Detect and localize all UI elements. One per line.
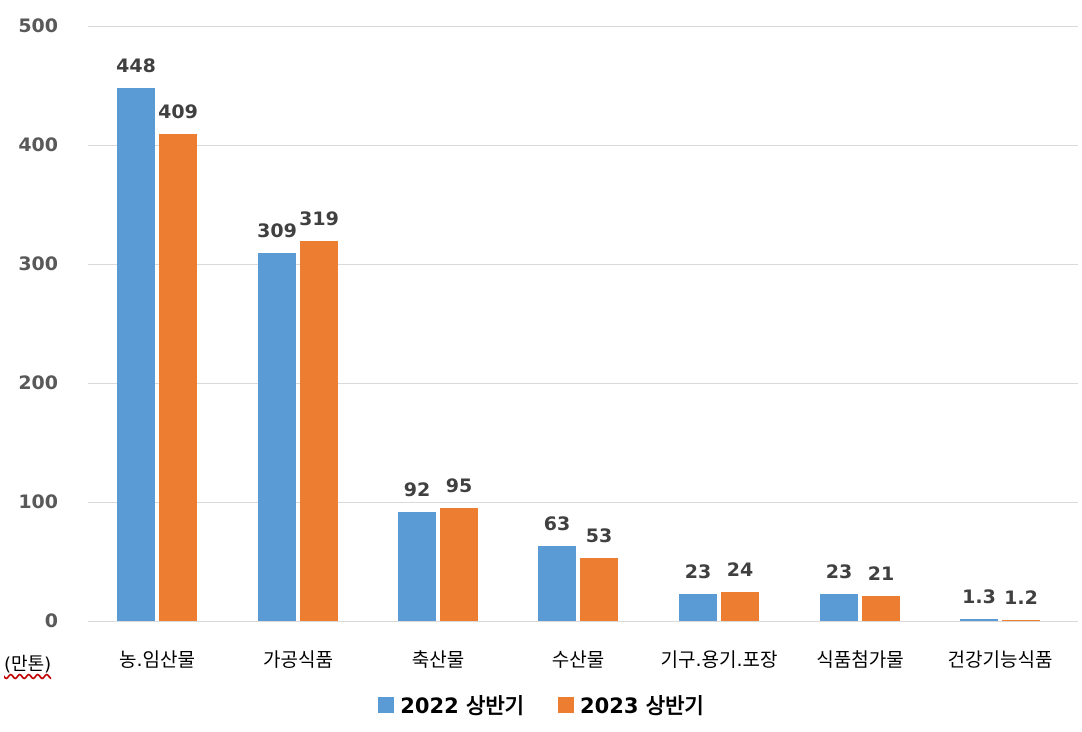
bar bbox=[159, 134, 197, 621]
y-tick-label: 100 bbox=[18, 491, 58, 513]
bar bbox=[538, 546, 576, 621]
data-label: 409 bbox=[158, 101, 198, 124]
bar bbox=[580, 557, 618, 621]
bar bbox=[721, 592, 759, 621]
legend-label: 2023 상반기 bbox=[580, 694, 704, 718]
data-label: 24 bbox=[726, 559, 754, 582]
data-label: 319 bbox=[299, 208, 339, 231]
data-label: 448 bbox=[116, 54, 156, 77]
x-category-label: 건강기능식품 bbox=[947, 649, 1053, 671]
gridline bbox=[88, 145, 1078, 146]
data-label: 53 bbox=[585, 524, 613, 547]
bar bbox=[960, 619, 998, 621]
data-label: 1.2 bbox=[1004, 586, 1038, 609]
x-category-label: 수산물 bbox=[551, 649, 605, 671]
bar bbox=[258, 253, 296, 621]
gridline bbox=[88, 26, 1078, 27]
data-label: 1.3 bbox=[962, 586, 996, 609]
legend-item-2023: 2023 상반기 bbox=[558, 690, 704, 720]
data-label: 95 bbox=[445, 474, 473, 497]
x-category-label: 농.임산물 bbox=[119, 649, 195, 671]
data-label: 23 bbox=[684, 560, 712, 583]
bar bbox=[300, 241, 338, 621]
legend-item-2022: 2022 상반기 bbox=[378, 690, 524, 720]
bar bbox=[679, 593, 717, 621]
data-label: 63 bbox=[543, 513, 571, 536]
legend-swatch-blue-icon bbox=[378, 697, 395, 713]
gridline bbox=[88, 621, 1078, 622]
bar bbox=[820, 593, 858, 621]
y-tick-label: 400 bbox=[18, 134, 58, 156]
legend-swatch-orange-icon bbox=[558, 697, 574, 713]
gridline bbox=[88, 264, 1078, 265]
y-tick-label: 200 bbox=[18, 372, 58, 394]
y-tick-label: 500 bbox=[18, 15, 58, 37]
unit-label: (만톤) bbox=[4, 654, 52, 675]
x-category-label: 축산물 bbox=[411, 649, 465, 671]
x-category-label: 가공식품 bbox=[263, 649, 333, 671]
y-tick-label: 0 bbox=[44, 610, 58, 632]
data-label: 23 bbox=[825, 560, 853, 583]
bar bbox=[117, 87, 155, 621]
bar bbox=[1002, 619, 1040, 621]
y-tick-label: 300 bbox=[18, 253, 58, 275]
bar bbox=[398, 511, 436, 621]
gridline bbox=[88, 383, 1078, 384]
data-label: 21 bbox=[867, 563, 895, 585]
gridline bbox=[88, 502, 1078, 503]
x-category-label: 기구.용기.포장 bbox=[660, 649, 778, 671]
legend-label: 2022 상반기 bbox=[400, 694, 524, 718]
bar bbox=[862, 596, 900, 621]
data-label: 309 bbox=[257, 220, 297, 243]
x-category-label: 식품첨가물 bbox=[816, 649, 904, 671]
data-label: 92 bbox=[403, 478, 431, 501]
bar bbox=[440, 507, 478, 621]
legend: 2022 상반기 2023 상반기 bbox=[0, 690, 1082, 720]
